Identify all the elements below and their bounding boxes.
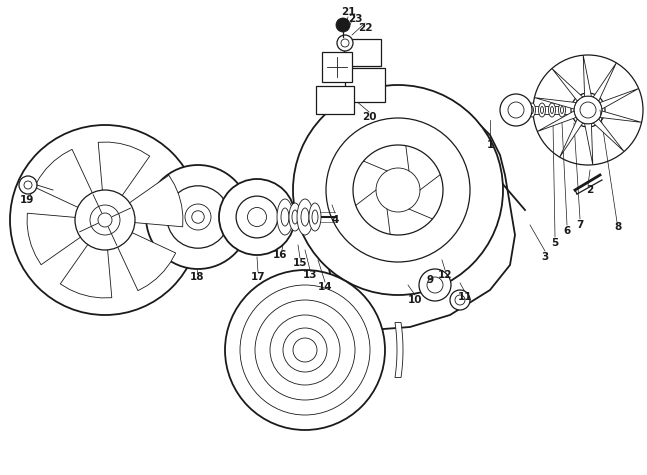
Circle shape bbox=[293, 85, 503, 295]
Text: 5: 5 bbox=[551, 238, 558, 248]
Ellipse shape bbox=[538, 103, 545, 117]
Circle shape bbox=[500, 94, 532, 126]
Text: 1: 1 bbox=[487, 140, 494, 150]
Circle shape bbox=[98, 213, 112, 227]
Text: 13: 13 bbox=[303, 270, 317, 280]
Circle shape bbox=[10, 125, 200, 315]
Circle shape bbox=[337, 35, 353, 51]
Polygon shape bbox=[600, 111, 642, 123]
Circle shape bbox=[427, 277, 443, 293]
Text: 18: 18 bbox=[190, 272, 204, 282]
Polygon shape bbox=[593, 119, 624, 152]
Circle shape bbox=[353, 145, 443, 235]
Text: 16: 16 bbox=[273, 250, 287, 260]
Polygon shape bbox=[600, 88, 639, 109]
Text: 7: 7 bbox=[576, 220, 584, 230]
Circle shape bbox=[450, 290, 470, 310]
Circle shape bbox=[75, 190, 135, 250]
Ellipse shape bbox=[281, 208, 289, 226]
Text: 6: 6 bbox=[564, 226, 571, 236]
Circle shape bbox=[571, 93, 605, 127]
Ellipse shape bbox=[558, 103, 565, 117]
Polygon shape bbox=[34, 149, 93, 207]
Text: 22: 22 bbox=[358, 23, 372, 33]
Ellipse shape bbox=[277, 199, 293, 235]
Ellipse shape bbox=[309, 203, 321, 231]
Circle shape bbox=[326, 118, 470, 262]
Text: 19: 19 bbox=[20, 195, 34, 205]
Text: 3: 3 bbox=[542, 252, 549, 262]
Ellipse shape bbox=[289, 203, 301, 231]
Polygon shape bbox=[118, 233, 176, 291]
Circle shape bbox=[455, 295, 465, 305]
Polygon shape bbox=[60, 245, 112, 298]
Polygon shape bbox=[395, 323, 403, 378]
Ellipse shape bbox=[540, 106, 543, 114]
Circle shape bbox=[225, 270, 385, 430]
FancyBboxPatch shape bbox=[316, 86, 354, 114]
Ellipse shape bbox=[301, 208, 309, 226]
FancyBboxPatch shape bbox=[345, 68, 385, 102]
Circle shape bbox=[167, 186, 229, 248]
Text: 14: 14 bbox=[318, 282, 333, 292]
Text: 15: 15 bbox=[292, 258, 307, 268]
Circle shape bbox=[336, 18, 350, 32]
Polygon shape bbox=[538, 111, 576, 132]
Circle shape bbox=[185, 204, 211, 230]
Circle shape bbox=[236, 196, 278, 238]
Circle shape bbox=[580, 102, 596, 118]
Ellipse shape bbox=[551, 106, 553, 114]
Ellipse shape bbox=[549, 103, 556, 117]
Ellipse shape bbox=[531, 106, 534, 114]
Circle shape bbox=[508, 102, 524, 118]
Circle shape bbox=[376, 168, 420, 212]
Circle shape bbox=[574, 96, 602, 124]
Ellipse shape bbox=[292, 210, 298, 224]
Circle shape bbox=[341, 39, 349, 47]
Text: 17: 17 bbox=[250, 272, 265, 282]
Polygon shape bbox=[129, 175, 183, 227]
Polygon shape bbox=[560, 119, 583, 157]
Circle shape bbox=[19, 176, 37, 194]
Text: 12: 12 bbox=[438, 270, 452, 280]
Polygon shape bbox=[98, 142, 149, 195]
Ellipse shape bbox=[529, 103, 536, 117]
Circle shape bbox=[248, 208, 267, 227]
Polygon shape bbox=[583, 55, 591, 96]
Text: 2: 2 bbox=[586, 185, 594, 195]
Polygon shape bbox=[552, 68, 583, 101]
Ellipse shape bbox=[560, 106, 564, 114]
Text: 9: 9 bbox=[426, 275, 433, 285]
Ellipse shape bbox=[297, 199, 313, 235]
Circle shape bbox=[24, 181, 32, 189]
Polygon shape bbox=[585, 124, 593, 165]
Polygon shape bbox=[534, 98, 576, 109]
FancyBboxPatch shape bbox=[344, 39, 381, 66]
Text: 10: 10 bbox=[408, 295, 422, 305]
Text: 21: 21 bbox=[341, 7, 355, 17]
Circle shape bbox=[146, 165, 250, 269]
Polygon shape bbox=[318, 105, 515, 330]
Text: 20: 20 bbox=[362, 112, 377, 122]
Text: 11: 11 bbox=[457, 292, 472, 302]
Circle shape bbox=[192, 211, 204, 223]
Polygon shape bbox=[27, 213, 80, 265]
Polygon shape bbox=[593, 63, 617, 101]
Text: 8: 8 bbox=[615, 222, 622, 232]
Circle shape bbox=[219, 179, 295, 255]
Circle shape bbox=[419, 269, 451, 301]
Ellipse shape bbox=[312, 210, 318, 224]
Text: 4: 4 bbox=[331, 215, 338, 225]
Circle shape bbox=[90, 205, 120, 235]
Text: 23: 23 bbox=[347, 14, 362, 24]
FancyBboxPatch shape bbox=[322, 52, 352, 82]
